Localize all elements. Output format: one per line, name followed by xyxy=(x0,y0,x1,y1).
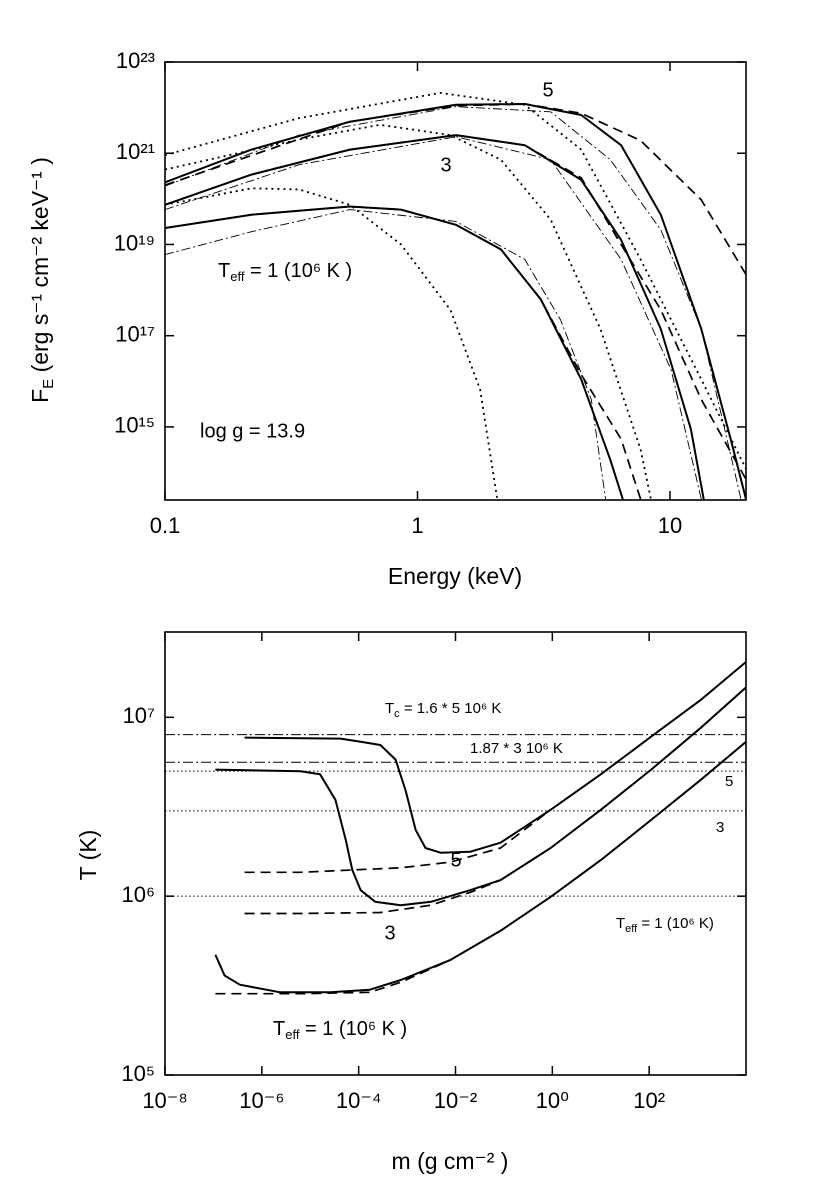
y-tick-label: 10¹⁹ xyxy=(114,230,155,255)
curve xyxy=(165,134,746,480)
annotation: 3 xyxy=(716,819,724,836)
y-axis-label: T (K) xyxy=(75,830,101,881)
annotation: log g = 13.9 xyxy=(200,420,305,442)
y-axis-label: FE (erg s⁻¹ cm⁻² keV⁻¹ ) xyxy=(27,157,57,403)
curve xyxy=(215,686,746,907)
y-tick-label: 10⁶ xyxy=(121,882,155,907)
annotation: 1.87 * 3 10⁶ K xyxy=(470,740,563,757)
annotation: 5 xyxy=(542,79,553,101)
curve xyxy=(165,103,746,275)
annotation-part: T xyxy=(385,700,394,717)
curve xyxy=(165,209,607,500)
x-tick-label: 10⁻⁶ xyxy=(239,1088,284,1113)
annotation: Teff = 1 (10⁶ K) xyxy=(616,915,714,935)
x-tick-label: 10² xyxy=(633,1088,665,1113)
annotation-part: = 1 (10⁶ K ) xyxy=(299,1018,407,1040)
y-label-sub: E xyxy=(40,379,57,389)
annotation: 3 xyxy=(440,154,451,176)
annotation: Teff = 1 (10⁶ K ) xyxy=(273,1018,407,1042)
annotation-part: = 1.6 * 5 10⁶ K xyxy=(400,700,502,717)
x-tick-label: 10⁰ xyxy=(536,1088,569,1113)
annotation: Tc = 1.6 * 5 10⁶ K xyxy=(385,700,501,720)
annotation-sub: c xyxy=(394,708,400,720)
curve xyxy=(244,661,746,854)
curve xyxy=(165,92,746,470)
curve xyxy=(165,123,652,500)
x-tick-label: 10⁻⁸ xyxy=(142,1088,187,1113)
x-tick-label: 1 xyxy=(411,513,423,538)
annotation-part: T xyxy=(218,260,230,282)
curve xyxy=(165,136,702,500)
annotation-part: = 1 (10⁶ K) xyxy=(637,915,714,932)
x-tick-label: 0.1 xyxy=(150,513,181,538)
annotation-part: T xyxy=(616,915,625,932)
curve xyxy=(165,134,705,500)
curve xyxy=(165,103,746,500)
curve xyxy=(165,205,642,500)
y-tick-label: 10²¹ xyxy=(116,139,155,164)
y-tick-label: 10⁵ xyxy=(121,1061,155,1086)
y-label-part: (erg s⁻¹ cm⁻² keV⁻¹ ) xyxy=(27,157,53,379)
plot-area xyxy=(165,92,746,500)
x-axis-label: Energy (keV) xyxy=(388,563,522,589)
annotation-sub: eff xyxy=(230,269,245,284)
annotation: Teff = 1 (10⁶ K ) xyxy=(218,260,352,284)
x-axis-label: m (g cm⁻² ) xyxy=(392,1148,509,1174)
annotation-part: = 1 (10⁶ K ) xyxy=(244,260,352,282)
plot-frame xyxy=(164,61,747,501)
y-label-part: F xyxy=(27,389,53,403)
annotation-sub: eff xyxy=(625,923,638,935)
y-tick-label: 10¹⁷ xyxy=(115,322,155,347)
annotation-part: T xyxy=(273,1018,285,1040)
curve xyxy=(244,809,552,874)
x-tick-label: 10⁻² xyxy=(434,1088,477,1113)
y-tick-label: 10¹⁵ xyxy=(114,413,155,438)
curve xyxy=(214,741,746,994)
curve xyxy=(215,959,451,995)
y-tick-label: 10⁷ xyxy=(123,703,155,728)
annotation-sub: eff xyxy=(285,1027,300,1042)
curve xyxy=(165,187,499,500)
y-tick-label: 10²³ xyxy=(116,48,155,73)
x-tick-label: 10⁻⁴ xyxy=(336,1088,382,1113)
plot-area xyxy=(165,661,746,995)
curve xyxy=(165,205,624,500)
curve xyxy=(165,106,742,500)
annotation: 3 xyxy=(384,922,395,944)
annotation: 5 xyxy=(725,773,733,790)
x-tick-label: 10 xyxy=(658,513,682,538)
curve xyxy=(244,879,501,915)
